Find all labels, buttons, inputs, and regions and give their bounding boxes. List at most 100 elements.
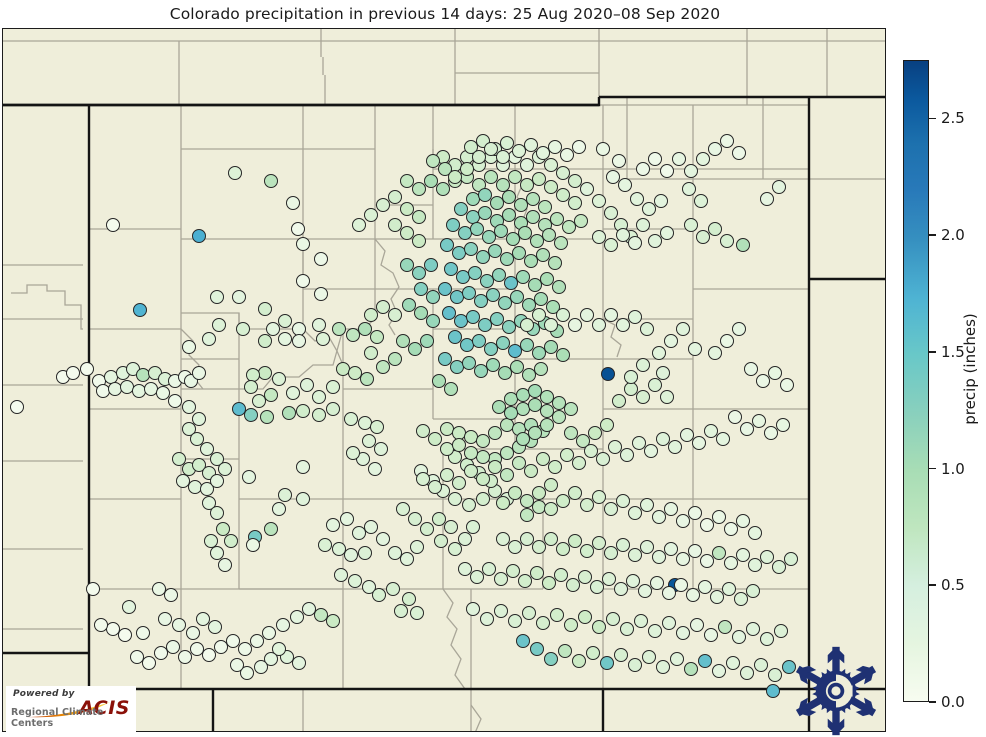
station-point[interactable] (480, 612, 494, 626)
station-point[interactable] (784, 552, 798, 566)
station-point[interactable] (66, 366, 80, 380)
station-point[interactable] (584, 444, 598, 458)
station-point[interactable] (440, 238, 454, 252)
station-point[interactable] (712, 546, 726, 560)
station-point[interactable] (344, 548, 358, 562)
station-point[interactable] (334, 568, 348, 582)
station-point[interactable] (512, 246, 526, 260)
station-point[interactable] (164, 588, 178, 602)
station-point[interactable] (700, 554, 714, 568)
station-point[interactable] (428, 432, 442, 446)
station-point[interactable] (560, 148, 574, 162)
station-point[interactable] (462, 356, 476, 370)
station-point[interactable] (530, 566, 544, 580)
station-point[interactable] (676, 552, 690, 566)
station-point[interactable] (242, 470, 256, 484)
station-point[interactable] (512, 144, 526, 158)
station-point[interactable] (476, 434, 490, 448)
station-point[interactable] (314, 287, 328, 301)
station-point[interactable] (264, 388, 278, 402)
station-point[interactable] (720, 134, 734, 148)
station-point[interactable] (386, 582, 400, 596)
station-point[interactable] (214, 640, 228, 654)
station-point[interactable] (580, 182, 594, 196)
station-point[interactable] (606, 170, 620, 184)
station-point[interactable] (286, 386, 300, 400)
station-point[interactable] (612, 394, 626, 408)
station-point[interactable] (474, 364, 488, 378)
station-point[interactable] (648, 234, 662, 248)
station-point[interactable] (326, 614, 340, 628)
station-point[interactable] (670, 652, 684, 666)
station-point[interactable] (466, 602, 480, 616)
station-point[interactable] (554, 568, 568, 582)
station-point[interactable] (416, 472, 430, 486)
station-point[interactable] (326, 518, 340, 532)
station-point[interactable] (130, 650, 144, 664)
station-point[interactable] (412, 182, 426, 196)
station-point[interactable] (748, 558, 762, 572)
station-point[interactable] (266, 322, 280, 336)
station-point[interactable] (192, 229, 206, 243)
station-point[interactable] (568, 318, 582, 332)
station-point[interactable] (534, 362, 548, 376)
station-point[interactable] (656, 660, 670, 674)
station-point[interactable] (664, 334, 678, 348)
station-point[interactable] (732, 630, 746, 644)
station-point[interactable] (556, 348, 570, 362)
station-point[interactable] (568, 486, 582, 500)
station-point[interactable] (506, 232, 520, 246)
station-point[interactable] (190, 432, 204, 446)
station-point[interactable] (476, 450, 490, 464)
station-point[interactable] (364, 208, 378, 222)
station-point[interactable] (602, 572, 616, 586)
station-point[interactable] (412, 234, 426, 248)
station-point[interactable] (548, 140, 562, 154)
station-point[interactable] (432, 512, 446, 526)
station-point[interactable] (278, 314, 292, 328)
station-point[interactable] (580, 544, 594, 558)
station-point[interactable] (200, 442, 214, 456)
station-point[interactable] (464, 242, 478, 256)
station-point[interactable] (444, 262, 458, 276)
station-point[interactable] (626, 574, 640, 588)
station-point[interactable] (536, 452, 550, 466)
station-point[interactable] (518, 574, 532, 588)
station-point[interactable] (326, 402, 340, 416)
station-point[interactable] (534, 292, 548, 306)
station-point[interactable] (246, 538, 260, 552)
station-point[interactable] (618, 178, 632, 192)
station-point[interactable] (438, 282, 452, 296)
station-point[interactable] (358, 322, 372, 336)
station-point[interactable] (542, 576, 556, 590)
station-point[interactable] (496, 150, 510, 164)
station-point[interactable] (700, 518, 714, 532)
station-point[interactable] (10, 400, 24, 414)
station-point[interactable] (264, 652, 278, 666)
station-point[interactable] (178, 650, 192, 664)
station-point[interactable] (500, 446, 514, 460)
station-point[interactable] (744, 362, 758, 376)
station-point[interactable] (492, 268, 506, 282)
station-point[interactable] (712, 664, 726, 678)
station-point[interactable] (514, 198, 528, 212)
station-point[interactable] (580, 498, 594, 512)
station-point[interactable] (596, 452, 610, 466)
station-point[interactable] (426, 290, 440, 304)
station-point[interactable] (372, 588, 386, 602)
station-point[interactable] (592, 318, 606, 332)
station-point[interactable] (498, 296, 512, 310)
station-point[interactable] (408, 512, 422, 526)
station-point[interactable] (352, 218, 366, 232)
station-point[interactable] (530, 234, 544, 248)
station-point[interactable] (524, 464, 538, 478)
station-point[interactable] (426, 314, 440, 328)
station-point[interactable] (564, 402, 578, 416)
station-point[interactable] (402, 298, 416, 312)
station-point[interactable] (340, 512, 354, 526)
map-canvas[interactable] (2, 28, 886, 732)
station-point[interactable] (682, 182, 696, 196)
colorbar[interactable] (903, 60, 929, 702)
station-point[interactable] (764, 426, 778, 440)
station-point[interactable] (462, 498, 476, 512)
